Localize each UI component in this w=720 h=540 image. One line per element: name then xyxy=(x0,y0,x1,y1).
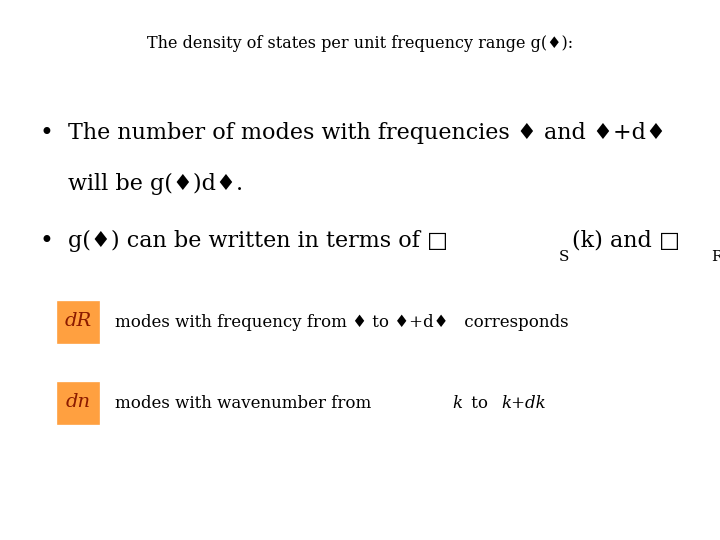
FancyBboxPatch shape xyxy=(58,383,99,424)
Text: dn: dn xyxy=(66,393,91,411)
Text: dR: dR xyxy=(65,312,92,330)
Text: k+dk: k+dk xyxy=(501,395,546,412)
Text: (k) and □: (k) and □ xyxy=(572,230,680,252)
FancyBboxPatch shape xyxy=(58,302,99,343)
Text: The number of modes with frequencies ♦ and ♦+d♦: The number of modes with frequencies ♦ a… xyxy=(68,122,667,144)
Text: modes with frequency from ♦ to ♦+d♦   corresponds: modes with frequency from ♦ to ♦+d♦ corr… xyxy=(115,314,569,331)
Text: modes with wavenumber from: modes with wavenumber from xyxy=(115,395,377,412)
Text: will be g(♦)d♦.: will be g(♦)d♦. xyxy=(68,173,243,195)
Text: to: to xyxy=(466,395,493,412)
Text: S: S xyxy=(559,250,569,264)
Text: R: R xyxy=(711,250,720,264)
Text: The density of states per unit frequency range g(♦):: The density of states per unit frequency… xyxy=(147,35,573,52)
Text: g(♦) can be written in terms of □: g(♦) can be written in terms of □ xyxy=(68,230,449,252)
Text: •: • xyxy=(40,230,53,253)
Text: •: • xyxy=(40,122,53,145)
Text: k: k xyxy=(453,395,463,412)
